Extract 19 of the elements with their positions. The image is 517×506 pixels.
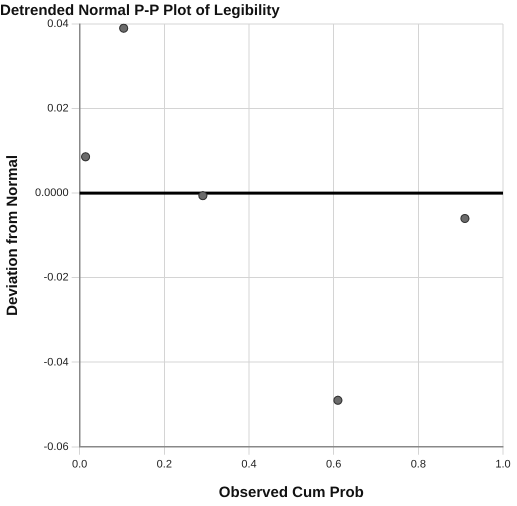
x-tick-label: 0.0 <box>72 458 88 470</box>
y-tick-label: 0.0000 <box>34 187 69 200</box>
y-tick-label: 0.04 <box>47 18 69 30</box>
chart-title: Detrended Normal P-P Plot of Legibility <box>0 2 280 20</box>
x-tick-label: 0.4 <box>241 458 257 470</box>
point <box>81 152 90 162</box>
y-tick-label: -0.02 <box>44 272 69 284</box>
y-tick-label: -0.06 <box>44 440 69 453</box>
point <box>333 396 342 405</box>
y-tick-label: -0.04 <box>44 356 69 368</box>
x-tick-label: 1.0 <box>495 458 511 470</box>
point <box>198 191 208 200</box>
x-tick-label: 0.2 <box>156 458 172 470</box>
x-tick-label: 0.6 <box>326 458 342 470</box>
x-axis-title: Observed Cum Prob <box>218 484 364 502</box>
x-tick-label: 0.8 <box>410 458 426 470</box>
point <box>460 214 470 223</box>
y-axis-title: Deviation from Normal <box>4 154 22 316</box>
y-tick-label: 0.02 <box>47 102 69 115</box>
